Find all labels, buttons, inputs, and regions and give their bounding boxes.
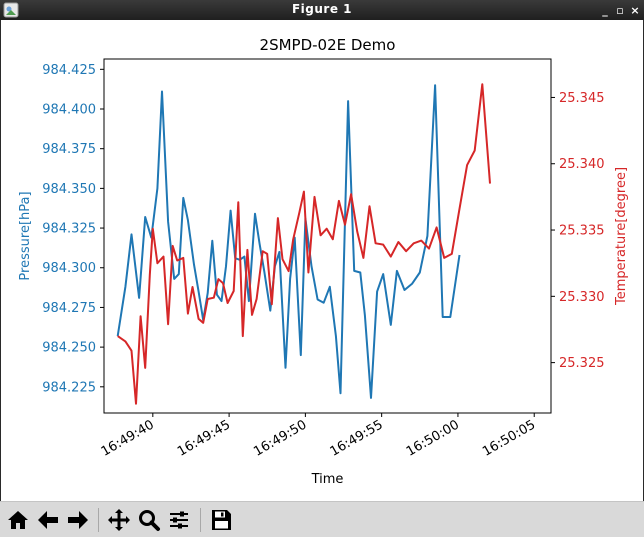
save-icon <box>212 510 231 530</box>
pressure-series-line <box>116 84 461 399</box>
left-y-tick-label: 984.350 <box>42 182 96 197</box>
forward-icon <box>68 511 88 529</box>
home-button[interactable] <box>4 506 32 534</box>
left-y-tick-label: 984.400 <box>42 103 96 118</box>
x-tick-label: 16:49:50 <box>251 417 309 459</box>
back-button[interactable] <box>34 506 62 534</box>
right-y-tick-label: 25.340 <box>559 157 605 172</box>
navigation-toolbar <box>0 501 644 537</box>
zoom-button[interactable] <box>135 506 163 534</box>
left-y-tick-label: 984.300 <box>42 261 96 276</box>
x-tick-label: 16:50:05 <box>480 417 538 459</box>
app-icon <box>3 2 19 18</box>
temperature-series-line <box>117 83 491 405</box>
left-y-tick-label: 984.375 <box>42 142 96 157</box>
maximize-button[interactable]: ▫ <box>616 3 624 17</box>
x-tick-label: 16:50:00 <box>404 417 462 459</box>
left-y-tick-label: 984.275 <box>42 301 96 316</box>
pan-icon <box>108 509 130 531</box>
back-icon <box>38 511 58 529</box>
right-y-tick-label: 25.330 <box>559 290 605 305</box>
pan-button[interactable] <box>105 506 133 534</box>
chart[interactable]: 2SMPD-02E Demo 984.225 984.250 984.275 984.3… <box>1 20 644 501</box>
x-tick-label: 16:49:55 <box>328 417 386 459</box>
toolbar-separator <box>98 508 99 532</box>
right-y-axis-label: Temperature[degree] <box>614 167 629 306</box>
configure-subplots-button[interactable] <box>165 506 193 534</box>
x-tick-label: 16:49:45 <box>175 417 233 459</box>
configure-subplots-icon <box>170 511 188 529</box>
axes-frame <box>103 58 552 414</box>
right-y-tick-label: 25.345 <box>559 91 605 106</box>
left-y-tick-label: 984.425 <box>42 63 96 78</box>
toolbar-separator <box>200 508 201 532</box>
right-y-tick-label: 25.335 <box>559 224 605 239</box>
close-button[interactable]: × <box>630 3 640 17</box>
window-titlebar[interactable]: Figure 1 _ ▫ × <box>0 0 644 20</box>
chart-title: 2SMPD-02E Demo <box>260 36 396 54</box>
zoom-icon <box>139 510 160 531</box>
right-y-tick-label: 25.325 <box>559 356 605 371</box>
window-title: Figure 1 <box>291 2 353 16</box>
x-axis-label: Time <box>311 472 344 487</box>
home-icon <box>8 511 28 529</box>
x-tick-label: 16:49:40 <box>99 417 157 459</box>
figure-canvas[interactable]: 2SMPD-02E Demo 984.225 984.250 984.275 984.3… <box>0 20 644 501</box>
left-y-tick-label: 984.225 <box>42 380 96 395</box>
save-button[interactable] <box>207 506 235 534</box>
left-y-axis-label: Pressure[hPa] <box>18 191 33 280</box>
left-y-tick-label: 984.250 <box>42 341 96 356</box>
left-y-tick-label: 984.325 <box>42 222 96 237</box>
forward-button[interactable] <box>64 506 92 534</box>
minimize-button[interactable]: _ <box>602 3 608 17</box>
